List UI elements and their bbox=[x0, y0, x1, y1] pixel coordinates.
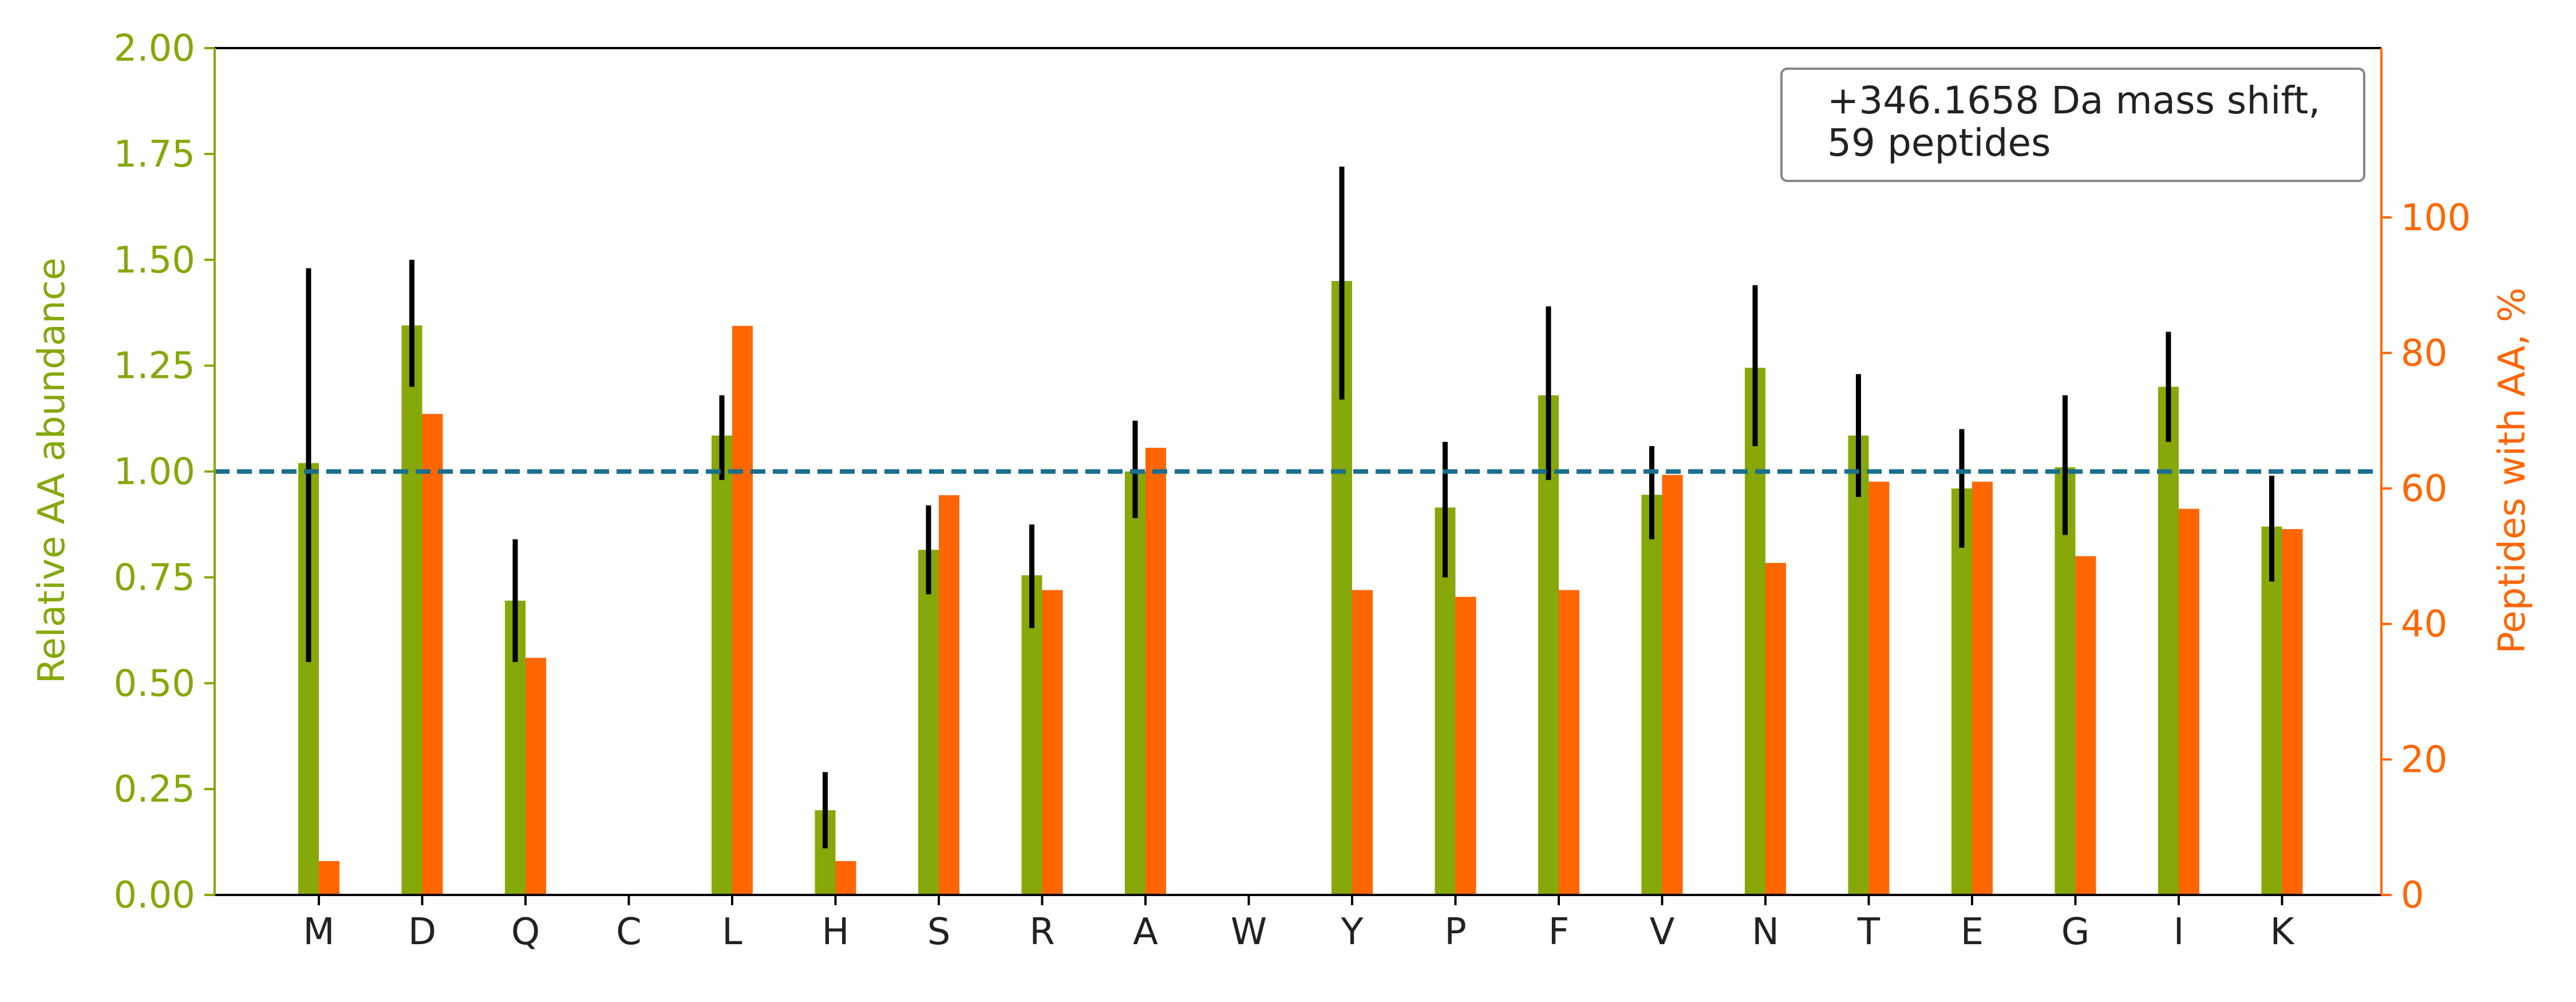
legend: +346.1658 Da mass shift, 59 peptides bbox=[1780, 68, 2365, 182]
x-tick-label-A: A bbox=[1133, 911, 1158, 953]
y-left-tick-label: 0.25 bbox=[114, 768, 196, 811]
bar-relative-abundance-L bbox=[712, 435, 732, 895]
y-left-tick-label: 2.00 bbox=[114, 27, 196, 70]
y-right-tick-label: 100 bbox=[2401, 197, 2471, 239]
bar-peptides-percent-K bbox=[2282, 529, 2303, 895]
legend-box bbox=[1780, 68, 2365, 182]
x-tick-label-M: M bbox=[303, 911, 334, 953]
y-left-tick-label: 1.00 bbox=[114, 451, 196, 494]
bar-relative-abundance-I bbox=[2158, 386, 2179, 895]
bar-peptides-percent-N bbox=[1765, 563, 1786, 895]
x-tick-label-T: T bbox=[1857, 911, 1880, 953]
bar-peptides-percent-A bbox=[1145, 448, 1166, 895]
x-tick-label-C: C bbox=[616, 911, 642, 953]
x-tick-label-F: F bbox=[1548, 911, 1570, 953]
x-tick-label-Q: Q bbox=[511, 911, 540, 953]
bar-peptides-percent-F bbox=[1559, 590, 1579, 895]
x-tick-label-P: P bbox=[1444, 911, 1467, 953]
plot-area bbox=[215, 167, 2381, 896]
y-right-tick-label: 60 bbox=[2401, 468, 2447, 510]
bar-peptides-percent-Q bbox=[526, 657, 546, 895]
x-tick-label-L: L bbox=[722, 911, 742, 953]
y-left-tick-label: 0.00 bbox=[114, 874, 196, 917]
x-tick-label-K: K bbox=[2270, 911, 2296, 953]
bar-peptides-percent-H bbox=[835, 861, 856, 895]
y-right-tick-label: 80 bbox=[2401, 332, 2447, 374]
bar-peptides-percent-E bbox=[1972, 482, 1993, 895]
x-tick-label-E: E bbox=[1961, 911, 1984, 953]
bar-peptides-percent-T bbox=[1868, 482, 1890, 895]
y-right-tick-label: 0 bbox=[2401, 874, 2424, 917]
bar-peptides-percent-L bbox=[732, 326, 753, 895]
bar-relative-abundance-G bbox=[2055, 467, 2076, 895]
bar-peptides-percent-M bbox=[319, 861, 339, 895]
x-tick-label-I: I bbox=[2174, 911, 2184, 953]
y-right-tick-label: 20 bbox=[2401, 739, 2447, 781]
y-left-tick-label: 1.25 bbox=[114, 345, 196, 388]
x-tick-label-S: S bbox=[927, 911, 951, 953]
y-axis-left-title: Relative AA abundance bbox=[31, 258, 73, 684]
bar-relative-abundance-S bbox=[918, 550, 939, 895]
bar-relative-abundance-A bbox=[1125, 471, 1145, 895]
bar-peptides-percent-G bbox=[2075, 556, 2096, 895]
x-tick-label-R: R bbox=[1029, 911, 1054, 953]
bar-relative-abundance-N bbox=[1745, 368, 1765, 895]
bar-peptides-percent-Y bbox=[1352, 590, 1373, 895]
bar-relative-abundance-T bbox=[1848, 435, 1869, 895]
bar-relative-abundance-D bbox=[401, 325, 422, 895]
y-left-tick-label: 0.75 bbox=[114, 557, 196, 599]
x-tick-label-Y: Y bbox=[1340, 911, 1364, 953]
y-right-tick-label: 40 bbox=[2401, 603, 2447, 646]
legend-label-line1: +346.1658 Da mass shift, bbox=[1827, 78, 2320, 123]
legend-label-line2: 59 peptides bbox=[1827, 121, 2050, 165]
y-axis-right-title: Peptides with AA, % bbox=[2491, 287, 2534, 654]
x-tick-label-V: V bbox=[1650, 911, 1675, 953]
bar-relative-abundance-K bbox=[2261, 526, 2282, 895]
bar-relative-abundance-E bbox=[1951, 488, 1972, 895]
bar-relative-abundance-R bbox=[1021, 575, 1042, 895]
x-tick-label-H: H bbox=[821, 911, 849, 953]
bar-peptides-percent-D bbox=[422, 413, 443, 895]
y-left-tick-label: 0.50 bbox=[114, 662, 196, 705]
x-tick-label-G: G bbox=[2061, 911, 2090, 953]
y-left-tick-label: 1.50 bbox=[114, 239, 196, 282]
y-left-tick-label: 1.75 bbox=[114, 133, 196, 176]
bar-peptides-percent-S bbox=[939, 495, 959, 895]
bar-peptides-percent-I bbox=[2179, 508, 2199, 895]
x-tick-label-N: N bbox=[1752, 911, 1779, 953]
x-tick-label-D: D bbox=[408, 911, 436, 953]
bar-peptides-percent-R bbox=[1042, 590, 1063, 895]
x-tick-label-W: W bbox=[1231, 911, 1267, 953]
bar-relative-abundance-V bbox=[1641, 495, 1662, 895]
axes: 0.00 0.25 0.50 0.75 1.00 1.25 1.50 1.75 2.00 0 20 4… bbox=[114, 27, 2471, 953]
bar-peptides-percent-P bbox=[1455, 597, 1476, 895]
bar-peptides-percent-V bbox=[1662, 475, 1683, 895]
